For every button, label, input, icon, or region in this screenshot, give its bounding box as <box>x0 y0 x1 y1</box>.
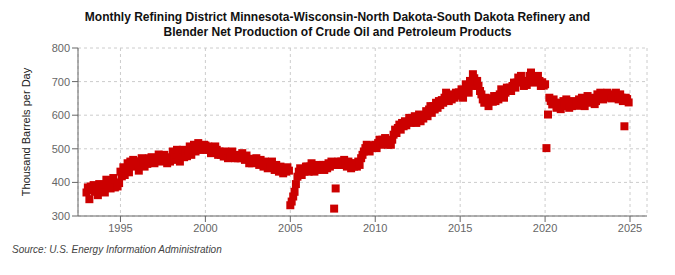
svg-text:2000: 2000 <box>193 222 217 234</box>
html-text:Blender Net Production of Crud: Blender Net Production of Crude Oil and … <box>163 25 512 39</box>
svg-text:2025: 2025 <box>618 222 642 234</box>
svg-text:2020: 2020 <box>533 222 557 234</box>
html-text:Monthly Refining District Minn: Monthly Refining District Minnesota-Wisc… <box>84 10 591 24</box>
svg-text:400: 400 <box>52 176 70 188</box>
svg-text:2010: 2010 <box>363 222 387 234</box>
svg-text:700: 700 <box>52 76 70 88</box>
svg-text:2005: 2005 <box>278 222 302 234</box>
svg-text:2015: 2015 <box>448 222 472 234</box>
svg-text:Thousand Barrels per Day: Thousand Barrels per Day <box>20 67 32 196</box>
html-text:Source: U.S. Energy Informatio: Source: U.S. Energy Information Administ… <box>12 244 222 255</box>
svg-text:1995: 1995 <box>108 222 132 234</box>
svg-text:500: 500 <box>52 143 70 155</box>
svg-text:600: 600 <box>52 109 70 121</box>
svg-text:300: 300 <box>52 210 70 222</box>
svg-text:800: 800 <box>52 42 70 54</box>
